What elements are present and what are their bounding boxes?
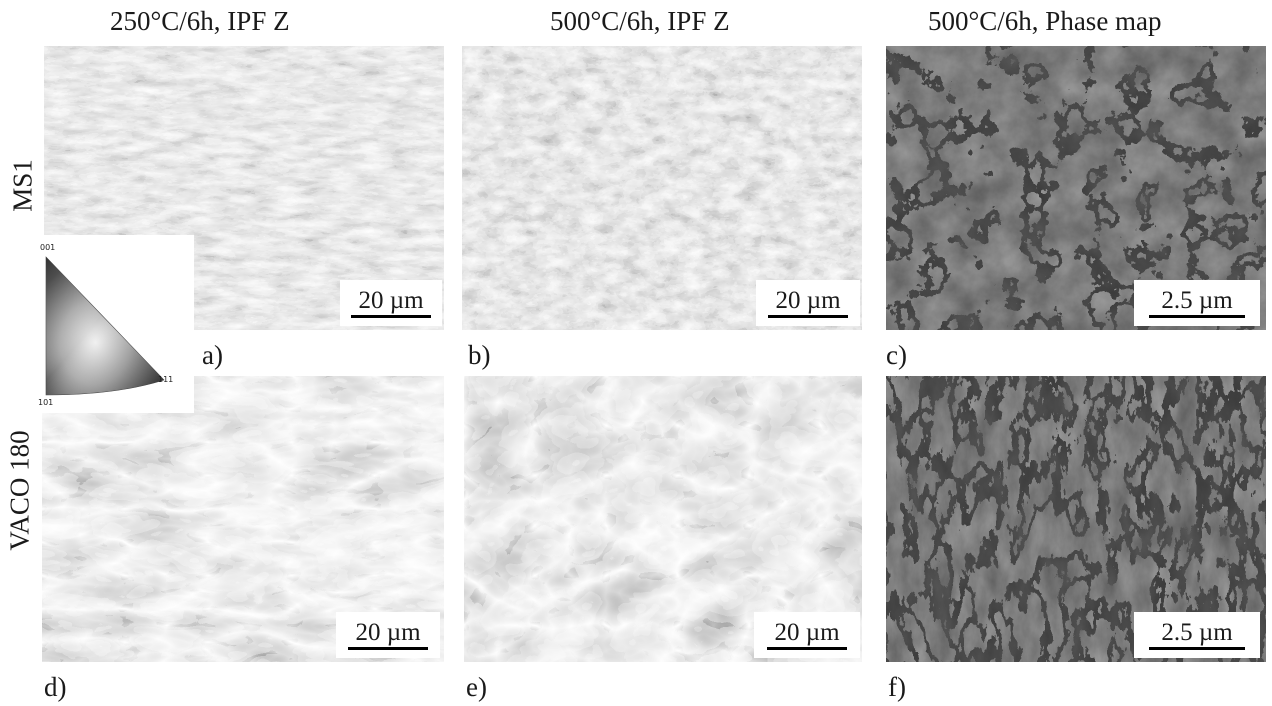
scale-bar-label: 2.5 µm: [1161, 287, 1233, 314]
panel-label-d: d): [44, 672, 67, 702]
ipf-key: 001 101 111: [36, 235, 194, 413]
scale-bar-line: [768, 315, 848, 318]
column-title-500c-ipf: 500°C/6h, IPF Z: [550, 6, 730, 36]
scale-bar-line: [348, 647, 428, 650]
panel-label-e: e): [466, 672, 487, 702]
panel-label-f: f): [888, 672, 906, 702]
ipf-key-triangle-icon: [45, 256, 165, 396]
panel-label-c: c): [886, 340, 907, 370]
row-label-vaco180: VACO 180: [4, 430, 35, 551]
scale-bar-c: 2.5 µm: [1134, 280, 1260, 326]
scale-bar-d: 20 µm: [336, 612, 440, 658]
column-title-500c-phase: 500°C/6h, Phase map: [928, 6, 1162, 36]
scale-bar-e: 20 µm: [754, 612, 860, 658]
scale-bar-label: 20 µm: [358, 287, 424, 314]
row-label-ms1: MS1: [7, 159, 38, 212]
scale-bar-f: 2.5 µm: [1134, 612, 1260, 658]
scale-bar-label: 20 µm: [355, 619, 421, 646]
scale-bar-label: 20 µm: [775, 287, 841, 314]
scale-bar-a: 20 µm: [340, 280, 442, 326]
panel-label-a: a): [202, 340, 223, 370]
scale-bar-label: 20 µm: [774, 619, 840, 646]
column-title-250c: 250°C/6h, IPF Z: [110, 6, 290, 36]
panel-label-b: b): [468, 340, 491, 370]
scale-bar-line: [767, 647, 847, 650]
ipf-key-001: 001: [40, 243, 56, 252]
scale-bar-line: [1149, 647, 1245, 650]
scale-bar-label: 2.5 µm: [1161, 619, 1233, 646]
panel-f-phase-map: [886, 376, 1266, 662]
scale-bar-b: 20 µm: [756, 280, 860, 326]
scale-bar-line: [1149, 315, 1245, 318]
ipf-key-101: 101: [38, 398, 54, 407]
ipf-key-111: 111: [158, 375, 174, 384]
scale-bar-line: [351, 315, 431, 318]
